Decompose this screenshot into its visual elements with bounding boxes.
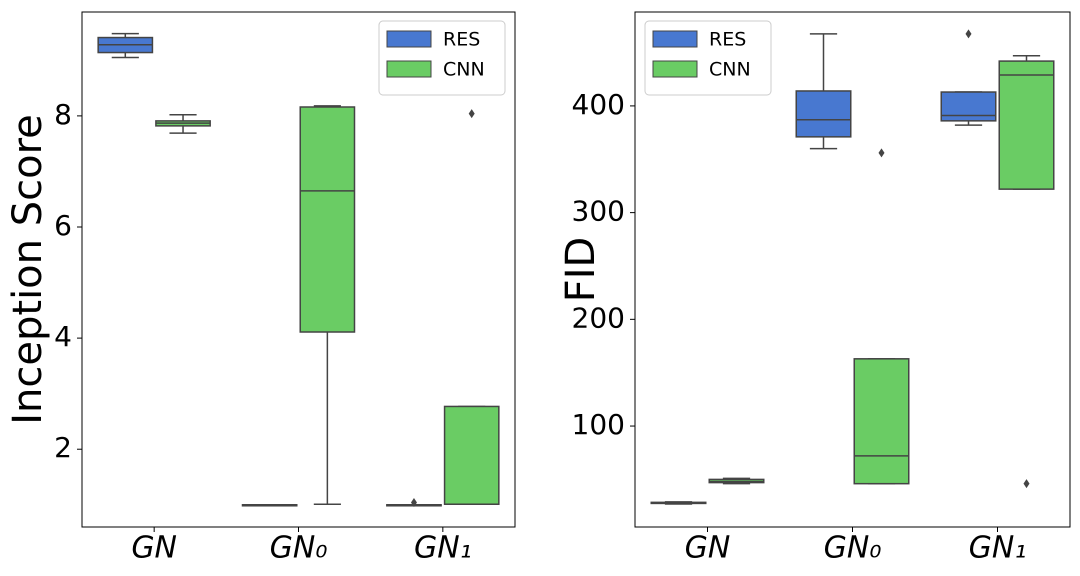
x-tick-label: GN₀ (270, 531, 328, 566)
plot-area (81, 11, 516, 528)
outlier (878, 148, 885, 158)
outlier (1023, 479, 1030, 489)
x-tick-label: GN (685, 531, 731, 566)
x-tick-label: GN₁ (969, 531, 1027, 566)
box (299, 106, 356, 333)
legend-swatch (652, 30, 698, 48)
subplot: 100 200 300 400 FID GN GN₀ GN₁ RES CNN (558, 11, 1071, 566)
box (940, 91, 997, 122)
x-tick-label: GN₁ (414, 531, 472, 566)
legend-swatch (386, 30, 432, 48)
y-tick-label: 4 (54, 320, 72, 353)
legend-swatch (386, 60, 432, 78)
x-tick-label: GN₀ (824, 531, 882, 566)
x-tick-label: GN (131, 531, 177, 566)
outlier (468, 109, 475, 119)
y-tick-label: 300 (572, 195, 625, 228)
legend-label: RES (443, 29, 480, 51)
box (795, 90, 852, 138)
outlier (965, 29, 972, 39)
legend-swatch (652, 60, 698, 78)
y-tick-label: 6 (54, 209, 72, 242)
plot-area (634, 11, 1071, 528)
box (853, 358, 910, 485)
legend-label: CNN (709, 59, 751, 81)
y-tick-label: 100 (572, 408, 625, 441)
box (998, 60, 1055, 190)
y-axis-label: FID (558, 237, 604, 303)
y-tick-label: 8 (54, 98, 72, 131)
legend-label: CNN (443, 59, 485, 81)
box (443, 405, 500, 505)
y-tick-label: 400 (572, 88, 625, 121)
y-axis-label: Inception Score (5, 114, 51, 425)
y-tick-label: 2 (54, 431, 72, 464)
legend-label: RES (709, 29, 746, 51)
y-tick-label: 200 (572, 301, 625, 334)
outlier (410, 498, 417, 508)
legend: RES CNN (644, 20, 772, 96)
legend: RES CNN (378, 20, 506, 96)
